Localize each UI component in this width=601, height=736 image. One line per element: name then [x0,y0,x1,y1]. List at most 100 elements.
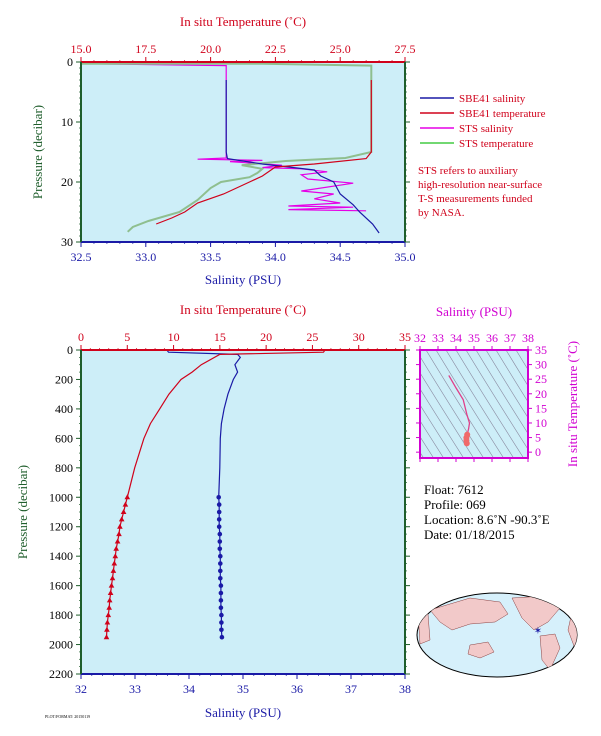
y-tick-label: 2000 [49,638,73,652]
profile-number: Profile: 069 [424,497,486,512]
temperature-point [120,509,127,514]
bottom-plot-area [81,350,405,674]
y-tick-label: 0 [67,55,73,69]
salinity-point [216,495,221,500]
density-contour [420,355,484,458]
temperature-point [105,612,112,618]
y-tick-label: 600 [55,431,73,445]
density-contour [420,404,454,458]
y-tick-label: 20 [61,175,73,189]
density-contour [425,350,494,458]
ts-x-tick-label: 35 [468,331,480,345]
x2-tick-label: 15 [214,330,226,344]
temperature-point [113,545,119,551]
y-tick-label: 10 [61,115,73,129]
legend-label-sts-salinity: STS salinity [459,123,514,135]
world-map-inset: ✶ [416,592,578,678]
series-line-sts-salinity [87,63,367,212]
x-tick-label: 34.5 [330,250,351,264]
y-tick-label: 0 [67,343,73,357]
sts-note-line: T-S measurements funded [418,193,533,205]
profile-date: Date: 01/18/2015 [424,527,515,542]
temperature-point [107,590,114,595]
density-contour [505,350,528,387]
sts-note-line: high-resolution near-surface [418,179,542,191]
top-series-group [81,62,380,234]
density-contour [445,350,514,458]
density-contour [495,350,528,403]
ts-x-tick-label: 32 [414,331,426,345]
density-contour [420,420,444,458]
y-tick-label: 1200 [49,520,73,534]
x-tick-label: 34.0 [265,250,286,264]
x2-tick-label: 0 [78,330,84,344]
x-tick-label: 33.0 [135,250,156,264]
ts-y-tick-label: 25 [535,372,547,386]
salinity-point [219,612,224,618]
density-contour [420,388,464,458]
temperature-point [109,575,116,581]
temperature-point [112,553,119,559]
ts-y-tick-label: 10 [535,416,547,430]
x2-tick-label: 20 [260,330,272,344]
temperature-point [114,538,121,544]
density-contour [420,436,434,458]
salinity-point [218,553,223,559]
salinity-point [216,517,222,522]
temperature-point [122,501,129,507]
bottom-panel-ticks: 32 33 34 35 36 37 38 0 5 10 15 20 25 30 35 0 200 400 600 80… [49,330,411,696]
x2-tick-label: 25.0 [330,42,351,56]
bottom-panel-pressure-axis-label: Pressure (decibar) [15,465,30,559]
x-tick-label: 36 [291,682,303,696]
ts-plot-area [420,350,528,458]
map-landmass-australia [467,641,495,659]
temperature-point [104,626,110,632]
top-panel-salinity-axis-label: Salinity (PSU) [205,272,281,287]
temperature-point [106,597,113,603]
y-tick-label: 400 [55,402,73,416]
x2-tick-label: 15.0 [71,42,92,56]
density-contour [515,350,528,371]
ts-temperature-axis-label: In situ Temperature (˚C) [565,341,580,467]
salinity-point [219,627,224,633]
x-tick-label: 35 [237,682,249,696]
temperature-point [108,582,115,588]
series-line-sbe41-temperature [155,80,372,225]
y-tick-label: 200 [55,372,73,386]
temperature-point [116,531,122,537]
y-tick-label: 30 [61,235,73,249]
salinity-point [217,546,223,552]
x-tick-label: 37 [345,682,357,696]
salinity-point [218,605,224,610]
temperature-point [124,494,131,500]
salinity-point [218,598,224,603]
ts-y-tick-label: 15 [535,401,547,415]
y-tick-label: 1400 [49,549,73,563]
x2-tick-label: 20.0 [200,42,221,56]
bottom-series-group [103,350,325,640]
x-tick-label: 35.0 [395,250,416,264]
x2-tick-label: 17.5 [135,42,156,56]
salinity-point [216,524,222,529]
ts-y-tick-label: 35 [535,343,547,357]
ts-x-tick-label: 36 [486,331,498,345]
y-tick-label: 2200 [49,667,73,681]
sts-note: STS refers to auxiliary high-resolution … [418,165,542,219]
salinity-point [218,576,223,581]
x-tick-label: 33 [129,682,141,696]
salinity-point [217,539,223,544]
temperature-point [111,560,118,566]
ts-x-tick-label: 38 [522,331,534,345]
salinity-point [218,561,223,566]
y-tick-label: 1000 [49,490,73,504]
density-contour [455,350,524,458]
salinity-point [219,634,225,640]
bottom-panel-salinity-axis-label: Salinity (PSU) [205,705,281,720]
ts-point [463,440,470,447]
y-tick-label: 1800 [49,608,73,622]
bottom-panel-temperature-axis-label: In situ Temperature (˚C) [180,302,306,317]
top-plot-area [81,62,405,242]
salinity-point [218,590,224,596]
